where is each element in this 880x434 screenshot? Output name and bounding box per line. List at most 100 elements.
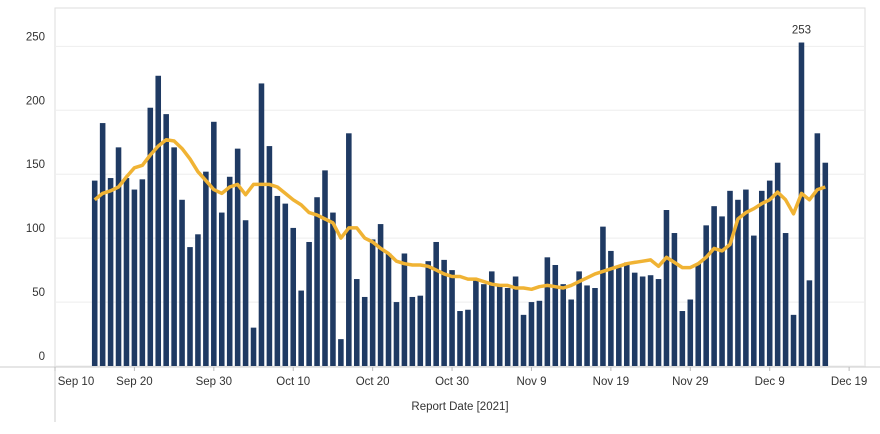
bar bbox=[417, 295, 424, 366]
bar bbox=[616, 267, 622, 366]
bar bbox=[751, 235, 757, 366]
bar bbox=[798, 42, 805, 367]
bar bbox=[457, 311, 463, 366]
bar bbox=[369, 239, 376, 366]
bar bbox=[727, 190, 733, 366]
bar bbox=[211, 121, 217, 367]
bar bbox=[441, 259, 447, 366]
bar bbox=[600, 226, 606, 366]
x-tick-label: Dec 19 bbox=[831, 376, 867, 388]
bar bbox=[488, 271, 495, 366]
x-tick-label: Oct 20 bbox=[356, 376, 390, 388]
bar bbox=[409, 296, 416, 366]
bar bbox=[814, 133, 821, 366]
bar bbox=[187, 247, 193, 366]
bar bbox=[155, 75, 162, 366]
bar bbox=[234, 148, 241, 366]
bar bbox=[584, 285, 590, 366]
bar bbox=[520, 314, 527, 366]
bar bbox=[195, 234, 201, 366]
bar bbox=[91, 180, 98, 366]
x-tick-label: Nov 19 bbox=[593, 376, 629, 388]
bar bbox=[735, 199, 741, 366]
bar bbox=[481, 284, 487, 366]
bar bbox=[782, 233, 789, 366]
bar bbox=[218, 212, 225, 366]
bar bbox=[171, 147, 177, 366]
x-tick-label: Sep 10 bbox=[58, 376, 94, 388]
bar bbox=[496, 284, 503, 366]
bar bbox=[536, 300, 543, 366]
bar bbox=[528, 302, 535, 366]
y-tick-label: 0 bbox=[39, 351, 45, 363]
data-label: 253 bbox=[792, 25, 811, 37]
bar bbox=[147, 107, 154, 366]
bar bbox=[107, 178, 114, 366]
bar bbox=[99, 123, 106, 366]
bar bbox=[314, 197, 320, 366]
bar bbox=[719, 216, 725, 366]
bar bbox=[687, 299, 694, 366]
bar bbox=[131, 189, 138, 366]
bar bbox=[568, 299, 574, 366]
bar bbox=[631, 272, 638, 366]
bar bbox=[282, 203, 289, 366]
bar bbox=[322, 170, 328, 366]
bar bbox=[655, 279, 662, 366]
bar bbox=[671, 233, 678, 366]
bar bbox=[703, 225, 709, 366]
bar bbox=[179, 199, 185, 366]
y-tick-label: 100 bbox=[26, 223, 45, 235]
bar bbox=[743, 189, 749, 366]
x-tick-label: Nov 29 bbox=[672, 376, 708, 388]
bar bbox=[623, 262, 630, 366]
bar bbox=[608, 250, 614, 366]
bar bbox=[663, 210, 670, 366]
bar bbox=[473, 279, 479, 366]
x-tick-label: Nov 9 bbox=[516, 376, 546, 388]
bar bbox=[250, 327, 257, 366]
x-tick-label: Oct 30 bbox=[435, 376, 469, 388]
bar bbox=[592, 288, 598, 366]
y-tick-label: 150 bbox=[26, 159, 45, 171]
bar bbox=[353, 279, 360, 366]
bar bbox=[639, 276, 646, 366]
bar bbox=[242, 220, 249, 366]
bar bbox=[766, 180, 773, 366]
bar bbox=[203, 171, 209, 366]
y-tick-label: 200 bbox=[26, 95, 45, 107]
bar bbox=[647, 275, 654, 366]
bar bbox=[774, 162, 781, 366]
bar bbox=[361, 296, 368, 366]
bar bbox=[139, 179, 146, 366]
x-tick-label: Oct 10 bbox=[276, 376, 310, 388]
bar bbox=[123, 178, 130, 366]
x-tick-label: Dec 9 bbox=[755, 376, 785, 388]
bar bbox=[298, 290, 304, 366]
x-axis-title: Report Date [2021] bbox=[411, 401, 508, 413]
bar bbox=[449, 270, 455, 366]
x-tick-label: Sep 30 bbox=[196, 376, 232, 388]
x-tick-label: Sep 20 bbox=[116, 376, 152, 388]
bar bbox=[822, 162, 829, 366]
bar bbox=[385, 253, 392, 366]
y-tick-label: 50 bbox=[32, 287, 45, 299]
bar bbox=[306, 241, 312, 366]
bar bbox=[552, 264, 559, 366]
bar bbox=[504, 288, 511, 366]
bar bbox=[346, 133, 352, 366]
bar bbox=[695, 263, 702, 366]
bar bbox=[338, 339, 344, 366]
bar bbox=[512, 276, 519, 366]
bar bbox=[163, 114, 169, 366]
bar bbox=[330, 212, 336, 366]
bar bbox=[806, 280, 813, 366]
bar bbox=[679, 311, 686, 366]
bar bbox=[274, 195, 281, 366]
bar bbox=[465, 309, 471, 366]
bar bbox=[115, 147, 122, 366]
bar bbox=[266, 146, 273, 366]
bar bbox=[377, 224, 384, 366]
bar bbox=[711, 206, 717, 366]
